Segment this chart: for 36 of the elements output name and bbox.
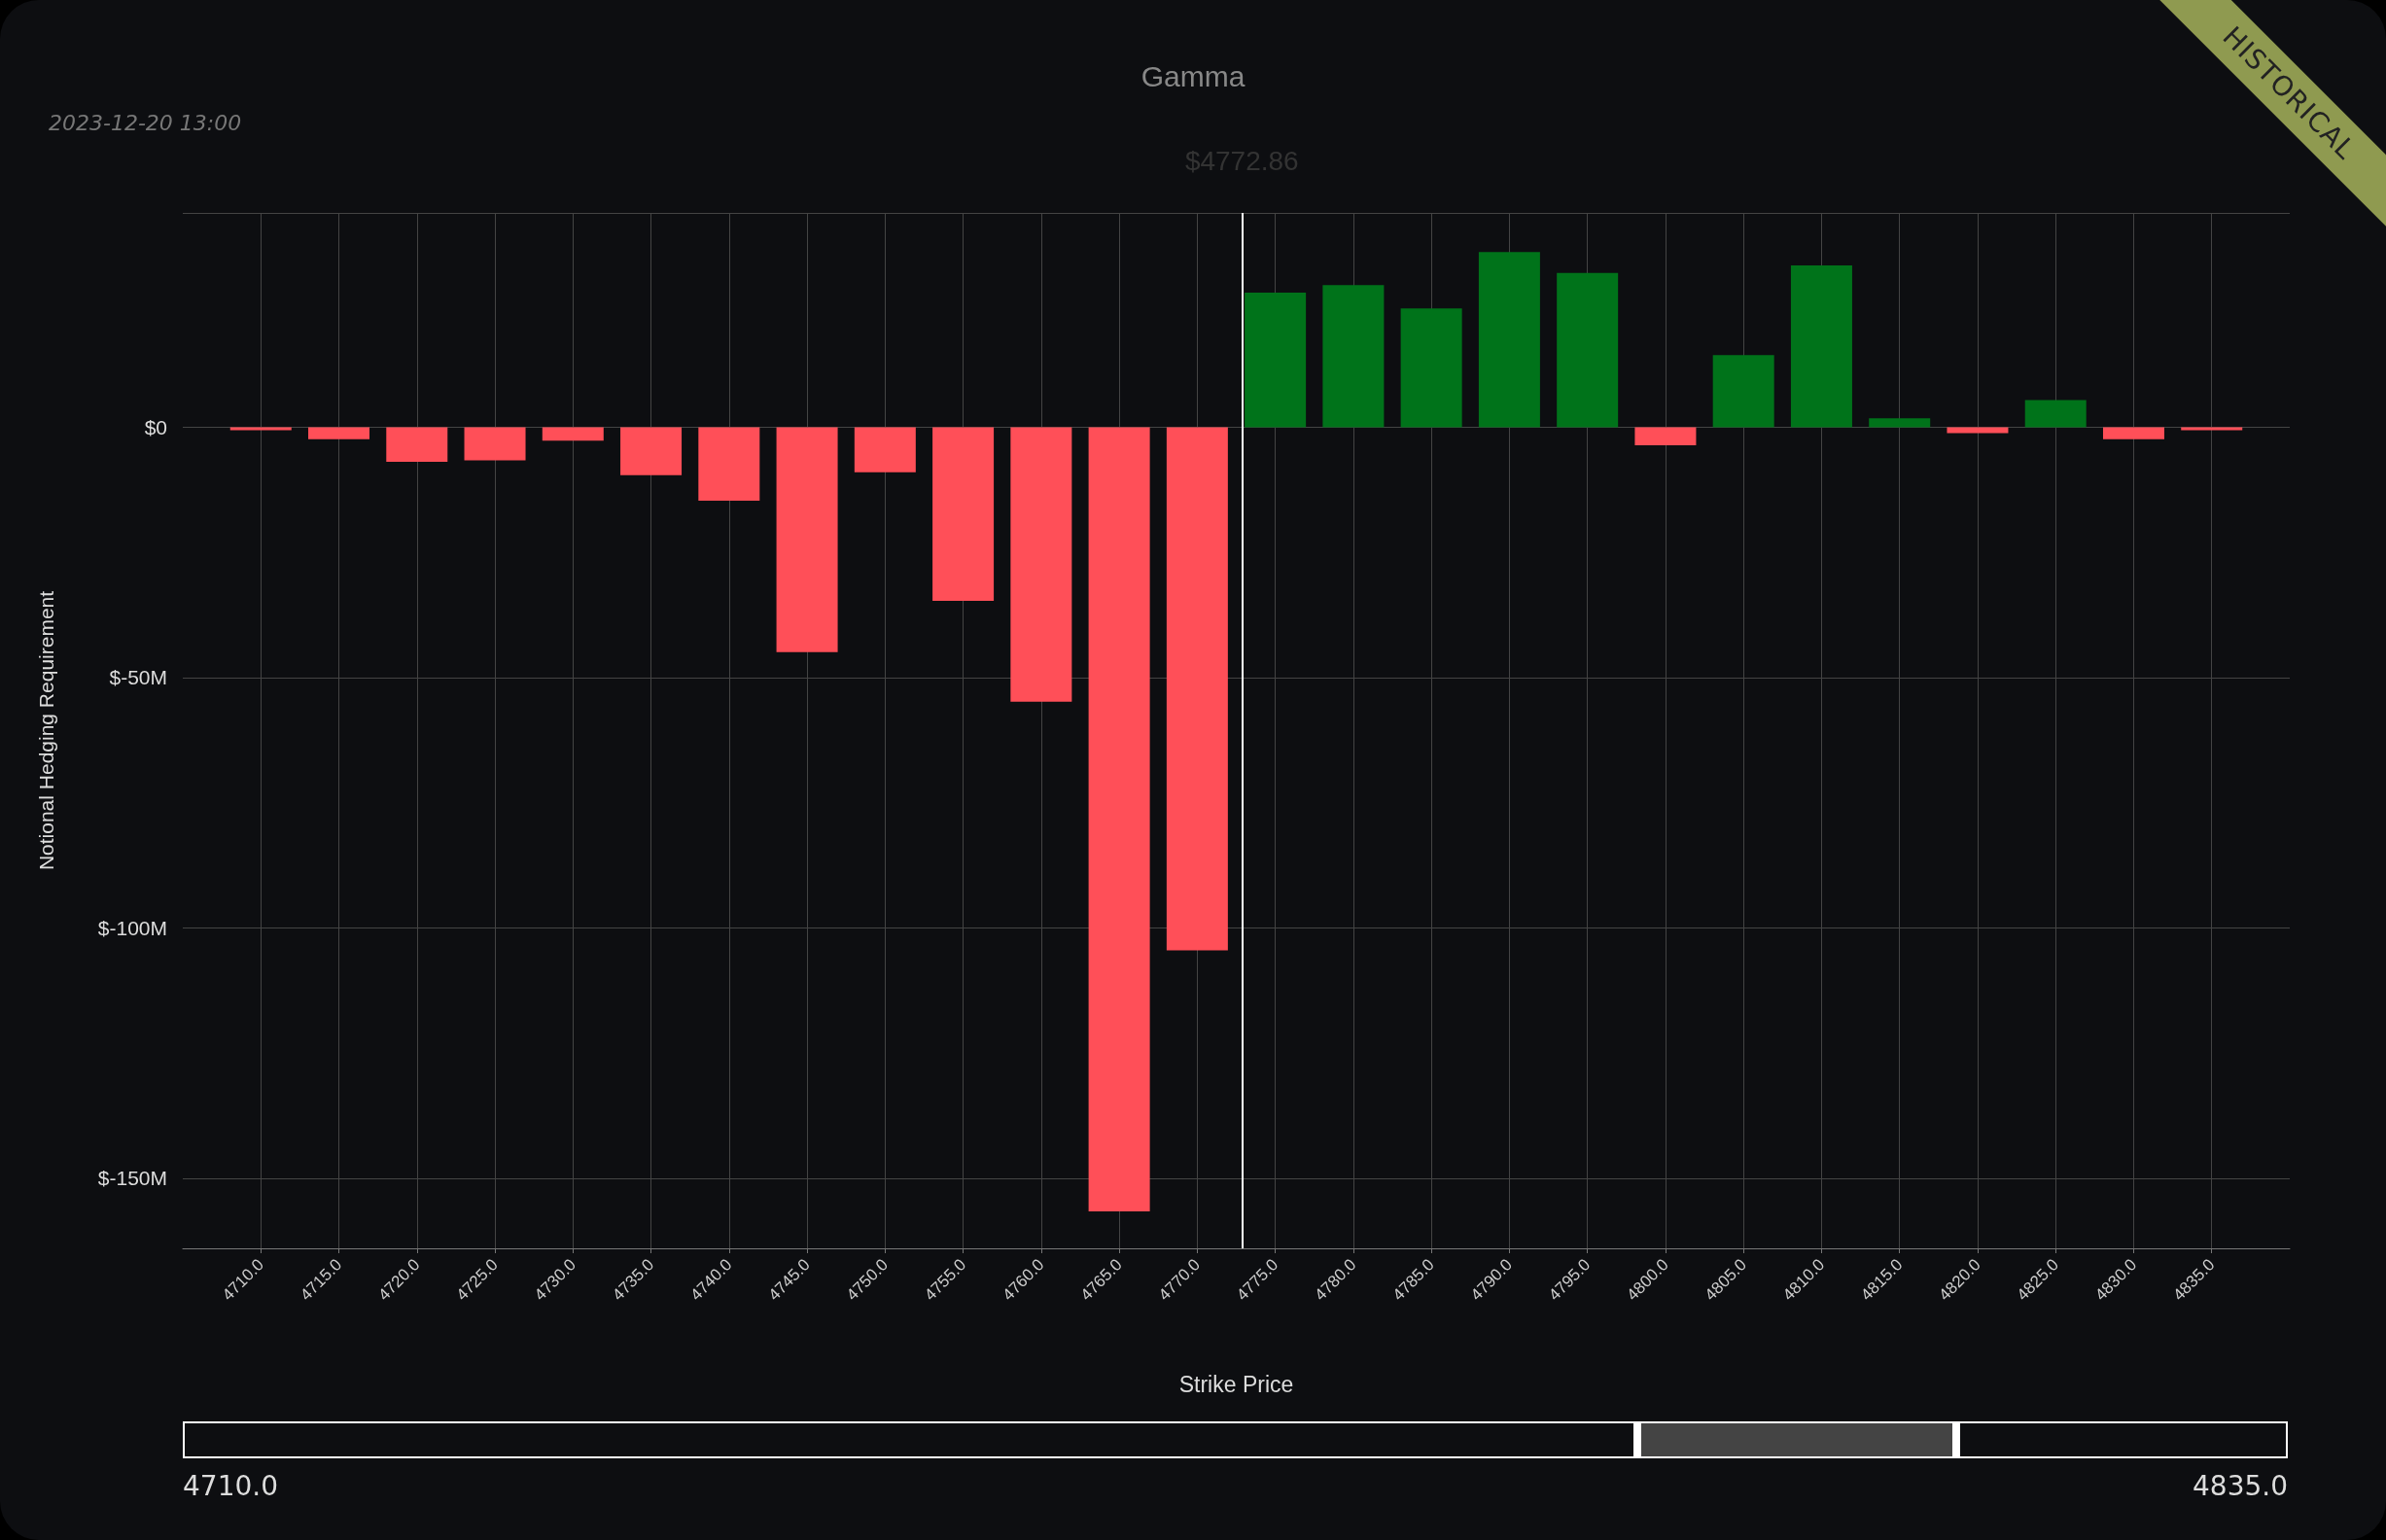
bar [2181, 427, 2243, 431]
bar [620, 427, 683, 475]
y-tick-label: $-100M [97, 916, 167, 939]
text: 4710.0 [183, 1470, 278, 1502]
y-axis-title: Notional Hedging Requirement [35, 590, 57, 871]
bar [1322, 285, 1385, 428]
bar [1947, 427, 2009, 434]
bar [854, 427, 916, 472]
bar [542, 427, 604, 441]
bar [2024, 400, 2087, 428]
bar [1869, 418, 1931, 428]
bar [698, 427, 760, 502]
y-tick-label: $0 [144, 415, 167, 438]
y-tick-label: $-150M [97, 1167, 167, 1190]
text: 2023-12-20 13:00 [49, 111, 242, 135]
text: 4835.0 [2193, 1470, 2288, 1502]
bar [464, 427, 526, 461]
bar [932, 427, 995, 602]
bar [308, 427, 370, 439]
bar [1010, 427, 1072, 702]
bar [776, 427, 838, 652]
bar [1557, 272, 1619, 428]
bar [1712, 355, 1774, 428]
bar [386, 427, 448, 462]
bar [2102, 427, 2164, 439]
bar [229, 427, 292, 431]
chart-title: Gamma [1140, 59, 1246, 92]
x-axis-title: Strike Price [1178, 1371, 1294, 1397]
y-tick-label: $-50M [109, 666, 167, 689]
bar [1790, 265, 1852, 428]
bar [1088, 427, 1150, 1211]
bar [1400, 308, 1462, 428]
bar [1634, 427, 1697, 445]
bar [1245, 292, 1307, 428]
bar [1166, 427, 1228, 951]
bar [1478, 252, 1540, 428]
